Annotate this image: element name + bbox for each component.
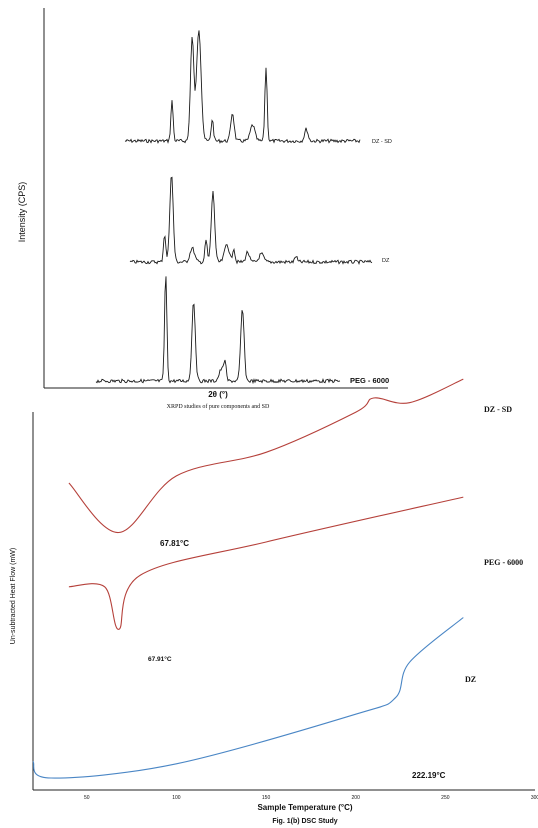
xrpd-xlabel: 2θ (°)	[208, 390, 228, 399]
dsc-x-tick-label: 300	[531, 795, 538, 801]
dsc-x-tick-label: 150	[262, 795, 271, 801]
xrpd-series-label: PEG - 6000	[350, 376, 389, 385]
dsc-peak-label: 222.19°C	[412, 771, 446, 780]
dsc-curve-1	[68, 378, 464, 534]
dsc-curve-2	[68, 496, 464, 630]
dsc-xlabel: Sample Temperature (°C)	[257, 803, 352, 812]
xrpd-pattern-2	[129, 176, 373, 266]
xrpd-pattern-3	[95, 276, 341, 385]
dsc-x-tick-label: 50	[84, 795, 90, 801]
xrpd-pattern-1	[124, 30, 361, 144]
dsc-title: Fig. 1(b) DSC Study	[272, 818, 337, 825]
dsc-peak-label: 67.91°C	[148, 655, 172, 663]
dsc-series-label: PEG - 6000	[484, 558, 523, 567]
dsc-ylabel: Un-subtracted Heat Flow (mW)	[10, 548, 17, 644]
dsc-peak-label: 67.81°C	[160, 539, 189, 548]
dsc-series-label: DZ	[465, 675, 476, 684]
dsc-curve-3	[32, 617, 464, 779]
dsc-x-tick-label: 200	[352, 795, 361, 801]
xrpd-series-label: DZ - SD	[372, 139, 392, 145]
dsc-x-tick-label: 250	[441, 795, 450, 801]
xrpd-title: XRPD studies of pure components and SD	[167, 403, 270, 410]
dsc-x-tick-label: 100	[172, 795, 181, 801]
dsc-series-label: DZ - SD	[484, 405, 512, 414]
xrpd-ylabel: Intensity (CPS)	[17, 182, 27, 243]
xrpd-series-label: DZ	[382, 258, 390, 264]
